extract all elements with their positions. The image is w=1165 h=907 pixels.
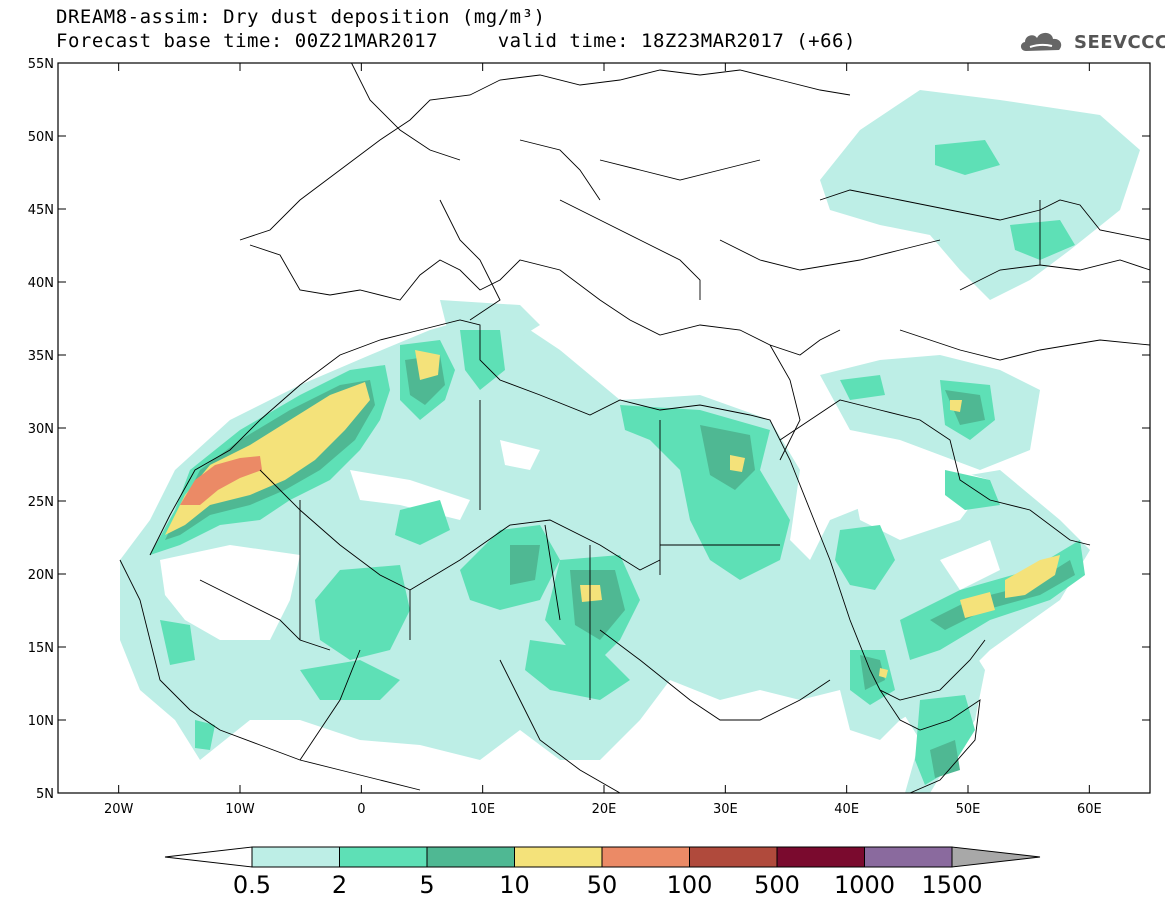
lon-tick-label: 0 [357,802,365,817]
colorbar-over-arrow [951,846,1041,868]
colorbar-tick-label: 0.5 [233,871,271,899]
lon-tick-label: 10W [225,802,255,817]
colorbar-tick-label: 10 [499,871,530,899]
dust-level-10 [165,350,1060,678]
colorbar-tick-label: 50 [587,871,618,899]
lat-tick-label: 25N [28,495,54,510]
colorbar-labels: 0.5 2 5 10 50 100 500 1000 1500 [233,871,983,899]
colorbar-box [339,846,428,868]
map-title: DREAM8-assim: Dry dust deposition (mg/m³… [56,6,546,28]
colorbar-box [776,846,865,868]
dust-field [119,63,1150,793]
lon-tick-label: 10E [470,802,495,817]
lat-tick-label: 30N [28,422,54,437]
logo-text: SEEVCCC [1074,31,1165,53]
longitude-axis: 20W 10W 0 10E 20E 30E 40E 50E 60E [104,63,1102,817]
colorbar-tick-label: 100 [667,871,713,899]
lat-tick-label: 40N [28,276,54,291]
country-borders [119,63,1150,793]
lon-tick-label: 60E [1077,802,1102,817]
colorbar-box [864,846,953,868]
seevccc-logo: SEEVCCC [1018,26,1165,58]
colorbar-tick-label: 5 [419,871,434,899]
dust-level-50 [180,456,262,505]
lon-tick-label: 50E [956,802,981,817]
colorbar-tick-label: 2 [332,871,347,899]
colorbar-tick-label: 500 [754,871,800,899]
colorbar-box [689,846,778,868]
colorbar-box [601,846,690,868]
lon-tick-label: 40E [834,802,859,817]
lon-tick-label: 30E [713,802,738,817]
lon-tick-label: 20W [104,802,134,817]
cloud-logo-icon [1020,32,1062,51]
colorbar [164,846,1041,868]
lat-tick-label: 5N [36,787,54,802]
colorbar-tick-label: 1500 [921,871,982,899]
lat-tick-label: 45N [28,203,54,218]
lat-tick-label: 10N [28,714,54,729]
latitude-axis: 55N 50N 45N 40N 35N 30N 25N 20N 15N 10N 5N [28,57,1150,802]
colorbar-box [514,846,603,868]
lat-tick-label: 50N [28,130,54,145]
lat-tick-label: 20N [28,568,54,583]
map-subtitle-times: Forecast base time: 00Z21MAR2017 valid t… [56,30,856,52]
lon-tick-label: 20E [592,802,617,817]
colorbar-tick-label: 1000 [834,871,895,899]
colorbar-box [251,846,340,868]
lat-tick-label: 15N [28,641,54,656]
lat-tick-label: 55N [28,57,54,72]
lat-tick-label: 35N [28,349,54,364]
colorbar-box [426,846,515,868]
colorbar-under-arrow [164,846,253,868]
